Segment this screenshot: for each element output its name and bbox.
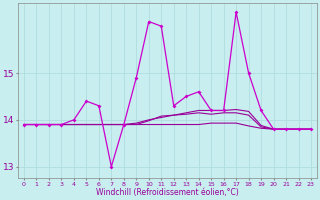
X-axis label: Windchill (Refroidissement éolien,°C): Windchill (Refroidissement éolien,°C): [96, 188, 239, 197]
